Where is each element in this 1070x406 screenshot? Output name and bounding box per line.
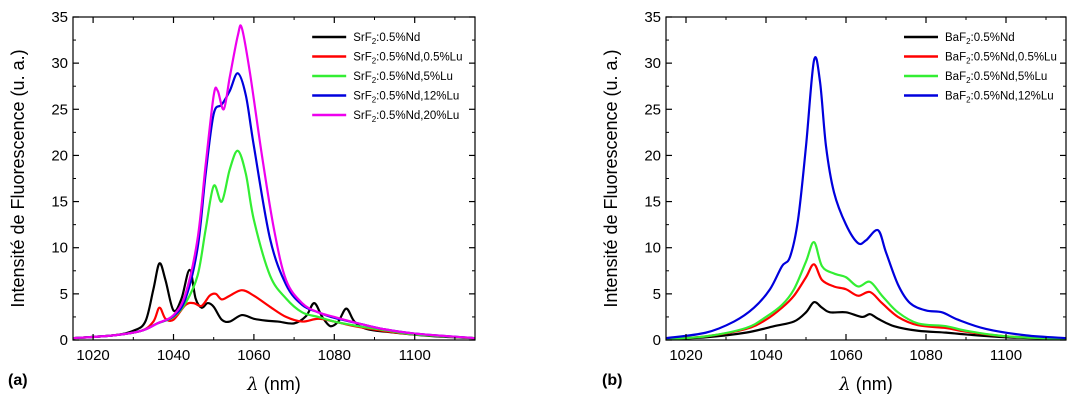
legend-base: SrF: [353, 71, 372, 83]
y-tick-label: 10: [51, 240, 68, 257]
legend-rest: :0.5%Nd,5%Lu: [971, 71, 1048, 83]
series-line-1: [73, 262, 475, 340]
legend-entry-4: SrF2:0.5%Nd,12%Lu: [353, 91, 459, 105]
legend-entry-4: BaF2:0.5%Nd,12%Lu: [945, 91, 1054, 105]
x-axis-label: λ (nm): [838, 374, 892, 395]
legend-entry-3: BaF2:0.5%Nd,5%Lu: [945, 71, 1047, 85]
x-tick-label: 1060: [237, 347, 270, 364]
legend-subscript: 2: [966, 37, 971, 46]
series-group: [73, 24, 475, 340]
series-line-1: [666, 301, 1066, 340]
x-tick-label: 1060: [829, 347, 862, 364]
y-tick-label: 30: [51, 55, 68, 72]
y-tick-label: 5: [653, 286, 661, 303]
y-tick-label: 20: [644, 147, 661, 164]
x-axis-label: λ (nm): [246, 374, 300, 395]
x-axis-symbol: λ: [246, 374, 258, 395]
legend-entry-2: BaF2:0.5%Nd,0.5%Lu: [945, 52, 1057, 66]
y-tick-label: 25: [644, 101, 661, 118]
legend-base: SrF: [353, 52, 372, 64]
x-tick-label: 1020: [669, 347, 702, 364]
legend-rest: :0.5%Nd,5%Lu: [376, 71, 453, 83]
legend-subscript: 2: [966, 96, 971, 105]
legend-base: BaF: [945, 71, 966, 83]
y-tick-label: 5: [60, 286, 68, 303]
legend-entry-2: SrF2:0.5%Nd,0.5%Lu: [353, 52, 462, 66]
y-tick-label: 0: [60, 332, 68, 349]
y-tick-label: 25: [51, 101, 68, 118]
y-tick-label: 0: [653, 332, 661, 349]
legend-subscript: 2: [372, 76, 377, 85]
series-group: [666, 56, 1066, 340]
panel-label: (b): [602, 372, 622, 389]
legend-subscript: 2: [372, 37, 377, 46]
chart-panel-b: 1020 1040 1060 1080 1100 0 5 10 15 20 25 30 35 Intens…: [601, 9, 1067, 395]
legend-rest: :0.5%Nd,0.5%Lu: [376, 52, 462, 64]
x-axis-symbol: λ: [838, 374, 850, 395]
y-tick-label: 35: [51, 9, 68, 26]
legend-rest: :0.5%Nd: [971, 32, 1015, 44]
legend-rest: :0.5%Nd,0.5%Lu: [971, 52, 1057, 64]
legend-base: SrF: [353, 110, 372, 122]
x-tick-label: 1080: [909, 347, 942, 364]
x-tick-label: 1100: [399, 347, 431, 364]
panel-label: (a): [8, 372, 28, 389]
legend-entry-1: SrF2:0.5%Nd: [353, 32, 420, 46]
y-axis-label: Intensité de Fluorescence (u. a.): [601, 49, 621, 307]
legend-entry-1: BaF2:0.5%Nd: [945, 32, 1015, 46]
legend: SrF2:0.5%NdSrF2:0.5%Nd,0.5%LuSrF2:0.5%Nd…: [312, 32, 462, 124]
legend-subscript: 2: [372, 57, 377, 66]
x-tick-label: 1020: [76, 347, 109, 364]
legend-base: BaF: [945, 52, 966, 64]
series-line-2: [666, 263, 1066, 340]
legend-base: SrF: [353, 32, 372, 44]
legend-rest: :0.5%Nd,12%Lu: [971, 91, 1054, 103]
legend-base: SrF: [353, 91, 372, 103]
legend-entry-3: SrF2:0.5%Nd,5%Lu: [353, 71, 453, 85]
legend-subscript: 2: [966, 76, 971, 85]
y-axis-label: Intensité de Fluorescence (u. a.): [8, 49, 28, 307]
x-tick-label: 1080: [318, 347, 351, 364]
plot-frame: [72, 16, 476, 341]
legend-rest: :0.5%Nd: [376, 32, 420, 44]
legend-base: BaF: [945, 91, 966, 103]
y-tick-label: 35: [644, 9, 661, 26]
x-axis-unit: (nm): [851, 374, 893, 394]
y-tick-label: 10: [644, 240, 661, 257]
series-line-3: [666, 241, 1066, 340]
series-line-5: [73, 24, 475, 340]
chart-panel-a: 1020 1040 1060 1080 1100 0 5 10 15 20 25 30 35 Intens…: [8, 9, 476, 395]
legend-rest: :0.5%Nd,12%Lu: [376, 91, 459, 103]
x-tick-label: 1100: [990, 347, 1022, 364]
x-tick-label: 1040: [157, 347, 190, 364]
legend-base: BaF: [945, 32, 966, 44]
legend-subscript: 2: [966, 57, 971, 66]
y-tick-label: 30: [644, 55, 661, 72]
legend-entry-5: SrF2:0.5%Nd,20%Lu: [353, 110, 459, 124]
legend-rest: :0.5%Nd,20%Lu: [376, 110, 459, 122]
x-axis-unit: (nm): [259, 374, 301, 394]
y-tick-label: 15: [644, 194, 661, 211]
y-tick-label: 15: [51, 194, 68, 211]
legend: BaF2:0.5%NdBaF2:0.5%Nd,0.5%LuBaF2:0.5%Nd…: [904, 32, 1057, 105]
legend-subscript: 2: [372, 115, 377, 124]
legend-subscript: 2: [372, 96, 377, 105]
x-tick-label: 1040: [749, 347, 782, 364]
series-line-4: [666, 56, 1066, 340]
y-tick-label: 20: [51, 147, 68, 164]
